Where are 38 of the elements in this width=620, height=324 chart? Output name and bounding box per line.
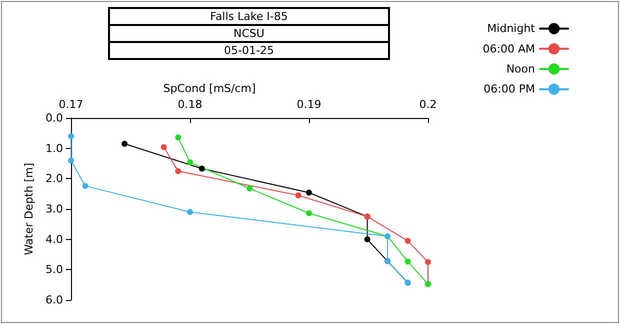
- point: [175, 134, 182, 140]
- y-tick-label: 3.0: [46, 202, 63, 216]
- y-axis-title: Water Depth [m]: [22, 162, 36, 256]
- point: [364, 236, 370, 242]
- point: [68, 157, 74, 164]
- text: 05-01-25: [108, 41, 390, 60]
- point: [404, 258, 411, 264]
- point: [122, 140, 128, 147]
- point: [160, 144, 167, 150]
- point: [425, 259, 431, 266]
- chart-title: Falls Lake I-85: [108, 7, 390, 26]
- point: [187, 209, 193, 216]
- y-tick-label: 5.0: [46, 263, 63, 276]
- y-tick-label: 4.0: [46, 232, 63, 246]
- y-tick-label: 1.0: [46, 142, 63, 155]
- point: [82, 182, 88, 189]
- x-tick-label: 0.19: [296, 98, 322, 111]
- x-axis-title: SpCond [mS/cm]: [163, 82, 256, 95]
- point: [306, 190, 312, 196]
- x-tick-label: 0.17: [58, 98, 84, 111]
- point: [246, 185, 252, 192]
- y-tick-label: 6.0: [46, 294, 63, 306]
- point: [306, 210, 312, 216]
- point: [187, 159, 193, 166]
- point: [175, 168, 182, 174]
- y-tick-label: 0.0: [46, 112, 63, 124]
- point: [68, 133, 74, 140]
- point: [198, 166, 205, 172]
- point: [404, 238, 411, 244]
- legend-label: Midnight: [487, 22, 536, 36]
- legend-label: Noon: [506, 62, 536, 76]
- chart-subtitle: NCSU: [108, 24, 390, 43]
- x-tick-label: 0.18: [178, 98, 202, 111]
- y-tick-label: 2.0: [46, 172, 63, 186]
- legend-label: 06:00 AM: [482, 42, 535, 56]
- x-tick-label: 0.2: [419, 98, 437, 111]
- point: [295, 192, 302, 198]
- legend-label: 06:00 PM: [484, 82, 535, 96]
